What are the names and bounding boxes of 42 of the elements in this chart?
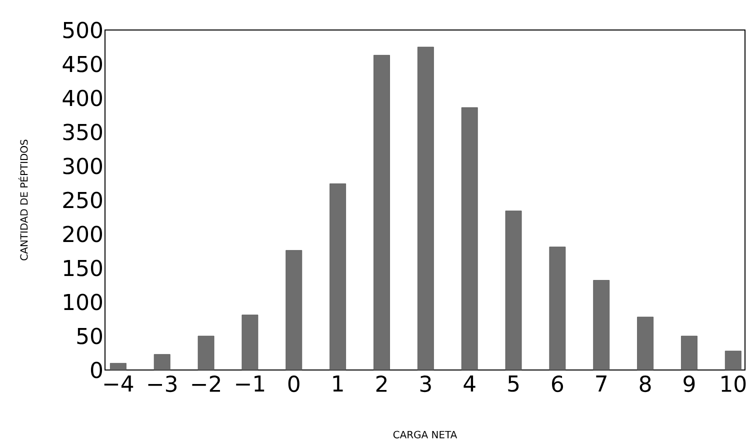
x-tick-label: 1 bbox=[333, 376, 343, 392]
bar bbox=[461, 107, 478, 370]
y-axis-title: CANTIDAD DE PÉPTIDOS bbox=[18, 140, 28, 260]
bar bbox=[417, 46, 434, 370]
bar bbox=[505, 210, 522, 370]
x-tick-label: 0 bbox=[288, 376, 300, 392]
x-tick-label: −2 bbox=[192, 376, 220, 392]
y-tick-label: 300 bbox=[63, 158, 102, 174]
x-tick-label: 9 bbox=[684, 376, 695, 392]
x-tick-label: 2 bbox=[376, 376, 387, 392]
bar bbox=[593, 280, 610, 370]
y-tick-label: 500 bbox=[63, 22, 102, 38]
bar bbox=[198, 336, 214, 370]
y-tick-label: 0 bbox=[90, 362, 102, 378]
x-tick-label: −4 bbox=[104, 376, 134, 392]
bar bbox=[549, 246, 566, 370]
bar bbox=[681, 336, 698, 370]
y-tick-label: 50 bbox=[77, 328, 102, 344]
x-axis-title: CARGA NETA bbox=[393, 430, 458, 438]
x-tick-label: −1 bbox=[236, 376, 264, 392]
x-tick-label: 6 bbox=[552, 376, 564, 392]
bar bbox=[330, 183, 346, 370]
bar bbox=[724, 350, 742, 370]
x-tick-label: −3 bbox=[148, 376, 177, 392]
bar bbox=[154, 354, 170, 370]
y-tick-label: 100 bbox=[64, 294, 102, 310]
x-tick-label: 3 bbox=[420, 376, 431, 392]
bar bbox=[242, 314, 258, 370]
y-tick-label: 400 bbox=[62, 90, 102, 106]
x-tick-label: 10 bbox=[722, 376, 746, 392]
bar bbox=[374, 54, 390, 370]
x-tick-label: 5 bbox=[508, 376, 519, 392]
y-tick-label: 150 bbox=[64, 260, 102, 276]
bar bbox=[286, 250, 302, 370]
x-tick-label: 7 bbox=[596, 376, 606, 392]
x-tick-label: 4 bbox=[464, 376, 476, 392]
bar bbox=[637, 316, 654, 370]
y-tick-label: 200 bbox=[63, 226, 102, 242]
y-tick-label: 450 bbox=[62, 56, 102, 72]
x-tick-label: 8 bbox=[640, 376, 651, 392]
y-tick-label: 350 bbox=[63, 124, 102, 140]
y-tick-label: 250 bbox=[63, 192, 102, 208]
